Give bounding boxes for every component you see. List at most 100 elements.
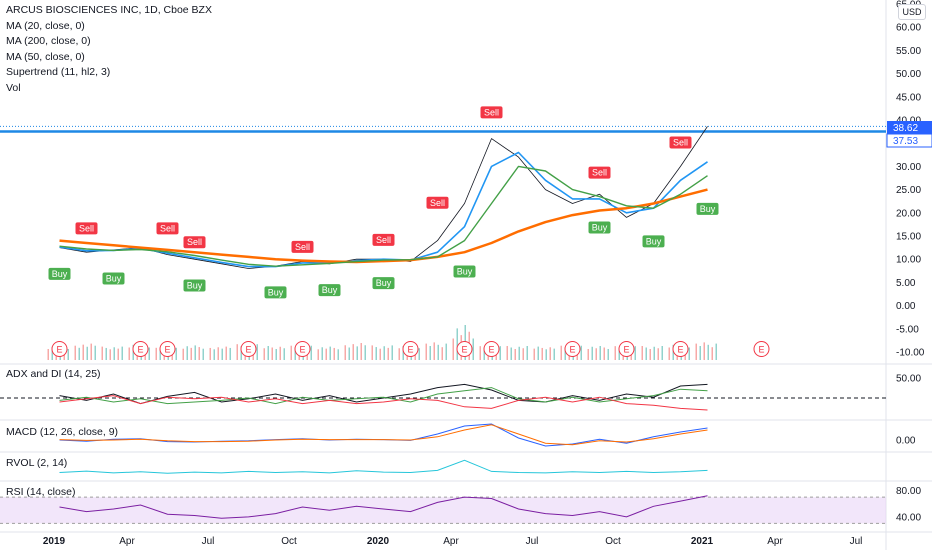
price-tick-label: 45.00 [896, 92, 921, 103]
earnings-marker [240, 341, 257, 357]
sell-signal-marker [669, 136, 692, 149]
volume-bar [364, 345, 366, 360]
volume-bar [310, 345, 312, 360]
volume-bar [221, 348, 223, 360]
volume-bar [607, 349, 609, 360]
earnings-marker-label: E [488, 345, 494, 355]
buy-signal-marker [264, 286, 287, 299]
buy-signal-marker [48, 267, 71, 280]
earnings-marker [132, 341, 149, 357]
volume-bar [175, 347, 177, 360]
volume-bar [437, 344, 439, 360]
sell-signal-marker [480, 106, 503, 119]
time-tick-label: 2019 [43, 536, 66, 547]
sell-signal-marker [372, 233, 395, 246]
volume-bar [225, 346, 227, 360]
earnings-marker-label: E [623, 345, 629, 355]
buy-signal-marker [453, 265, 476, 278]
sell-signal-label: Sell [160, 223, 175, 233]
rvol-pane-label[interactable]: RVOL (2, 14) [6, 457, 68, 469]
volume-bar [433, 342, 435, 360]
study-supertrend[interactable]: Supertrend (11, hl2, 3) [6, 66, 111, 78]
volume-bar [560, 345, 562, 360]
rsi-pane-label[interactable]: RSI (14, close) [6, 486, 76, 498]
volume-bar [90, 343, 92, 360]
buy-signal-marker [372, 277, 395, 290]
volume-bar [514, 349, 516, 360]
earnings-marker [483, 341, 500, 357]
price-tick-label: 25.00 [896, 185, 921, 196]
last-price-tag [887, 121, 932, 134]
macd-pane-label[interactable]: MACD (12, 26, close, 9) [6, 426, 119, 438]
volume-bar [209, 347, 211, 360]
time-tick-label: Apr [767, 536, 783, 547]
price-tick-label: 15.00 [896, 232, 921, 243]
volume-bar [591, 346, 593, 360]
volume-bar [668, 347, 670, 360]
price-tick-label: 60.00 [896, 23, 921, 34]
volume-bar [325, 348, 327, 360]
sell-signal-marker [156, 222, 179, 235]
volume-bar [695, 343, 697, 360]
earnings-marker-label: E [677, 345, 683, 355]
sell-signal-label: Sell [673, 137, 688, 147]
volume-bar [649, 349, 651, 360]
volume-bar [564, 347, 566, 360]
sell-signal-marker [183, 236, 206, 249]
time-tick-label: Jul [850, 536, 863, 547]
volume-bar [101, 346, 103, 360]
time-tick-label: Jul [526, 536, 539, 547]
volume-bar [317, 349, 319, 360]
earnings-marker [672, 341, 689, 357]
volume-bar [391, 345, 393, 360]
buy-signal-label: Buy [187, 280, 203, 290]
volume-bar [506, 346, 508, 360]
volume-bar [599, 346, 601, 360]
earnings-marker [618, 341, 635, 357]
volume-bar [279, 346, 281, 360]
volume-bar [715, 343, 717, 360]
adx-pane-label[interactable]: ADX and DI (14, 25) [6, 368, 101, 380]
price-tick-label: 20.00 [896, 208, 921, 219]
volume-bar [703, 342, 705, 360]
volume-bar [537, 346, 539, 360]
volume-bar [128, 347, 130, 360]
sell-signal-label: Sell [592, 168, 607, 178]
symbol-title[interactable]: ARCUS BIOSCIENCES INC, 1D, Cboe BZX [6, 4, 212, 16]
volume-bar [402, 346, 404, 360]
buy-signal-label: Buy [700, 204, 716, 214]
volume-bar [182, 348, 184, 360]
plus-di-line [59, 387, 708, 405]
adx-line [59, 383, 708, 405]
volume-bar [711, 347, 713, 360]
study-ma20[interactable]: MA (20, close, 0) [6, 19, 85, 32]
volume-bar [553, 348, 555, 360]
sell-signal-label: Sell [430, 198, 445, 208]
buy-signal-label: Buy [52, 269, 68, 279]
volume-bar [333, 347, 335, 360]
study-ma200[interactable]: MA (200, close, 0) [6, 35, 91, 47]
rsi-tick-label: 80.00 [896, 486, 921, 497]
volume-bar [379, 348, 381, 360]
study-ma50[interactable]: MA (50, close, 0) [6, 50, 85, 63]
volume-bar [479, 346, 481, 360]
buy-signal-label: Buy [646, 236, 662, 246]
currency-label[interactable]: USD [898, 4, 926, 20]
buy-signal-marker [318, 284, 341, 297]
volume-bar [283, 348, 285, 360]
earnings-marker-label: E [407, 345, 413, 355]
volume-bar [159, 349, 161, 360]
buy-signal-label: Buy [268, 287, 284, 297]
volume-bar [499, 346, 501, 360]
sell-signal-marker [426, 196, 449, 209]
volume-bar [707, 344, 709, 360]
earnings-marker-label: E [569, 345, 575, 355]
buy-signal-marker [588, 221, 611, 234]
volume-bar [699, 346, 701, 360]
volume-bar [483, 348, 485, 360]
price-tick-label: 50.00 [896, 69, 921, 80]
volume-bar [240, 346, 242, 360]
study-volume[interactable]: Vol [6, 81, 21, 94]
